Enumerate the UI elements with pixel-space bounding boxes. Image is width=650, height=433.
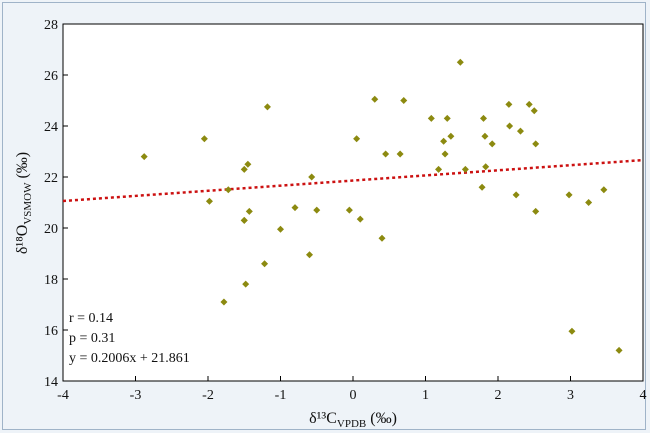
- y-tick-label: 28: [44, 18, 58, 33]
- data-point: [516, 127, 524, 135]
- x-tick-label: -4: [57, 388, 69, 403]
- y-tick-label: 26: [44, 69, 58, 84]
- data-point: [585, 199, 593, 206]
- data-point: [482, 163, 490, 171]
- x-tick-label: 2: [495, 388, 502, 403]
- data-point: [261, 260, 269, 268]
- data-point: [224, 186, 232, 194]
- scatter-chart: -4 -3 -2 -1 0 1 2 3 4 14 16 18 20 22 24 26 28 r = 0.14 p…: [14, 18, 647, 430]
- plot-area: [62, 23, 644, 382]
- data-point: [441, 150, 449, 158]
- x-axis-title-unit: (‰): [370, 410, 397, 427]
- data-point: [382, 150, 390, 158]
- data-point: [200, 135, 208, 143]
- stat-equation: y = 0.2006x + 21.861: [69, 351, 190, 366]
- data-point: [435, 165, 443, 173]
- data-point: [400, 97, 408, 104]
- data-point: [456, 58, 464, 66]
- x-axis-title-main: δ¹³C: [309, 410, 337, 427]
- data-point: [308, 173, 316, 181]
- data-points: [140, 58, 623, 354]
- x-tick-label: 3: [567, 388, 574, 403]
- data-point: [313, 206, 321, 214]
- data-point: [525, 100, 533, 108]
- x-tick-label: 0: [350, 388, 357, 403]
- data-point: [245, 207, 253, 215]
- y-tick-label: 22: [44, 171, 58, 186]
- data-point: [615, 346, 623, 354]
- x-tick-label: -1: [275, 388, 287, 403]
- data-point: [371, 95, 379, 103]
- data-point: [512, 191, 520, 199]
- data-point: [568, 327, 576, 335]
- data-point: [532, 207, 540, 215]
- axis-ticks: -4 -3 -2 -1 0 1 2 3 4 14 16 18 20 22 24 26 28: [44, 18, 647, 403]
- data-point: [242, 280, 250, 288]
- data-point: [244, 160, 252, 168]
- y-tick-label: 20: [44, 222, 58, 237]
- y-axis-title-unit: (‰): [14, 152, 31, 179]
- data-point: [277, 225, 284, 233]
- data-point: [505, 100, 513, 108]
- data-point: [488, 140, 496, 148]
- data-point: [378, 234, 386, 242]
- data-point: [240, 165, 248, 173]
- data-point: [440, 137, 448, 145]
- x-axis-title: δ¹³CVPDB (‰): [309, 410, 397, 430]
- x-axis-title-sub: VPDB: [337, 418, 366, 430]
- data-point: [205, 197, 213, 205]
- data-point: [291, 204, 299, 212]
- y-axis-title-sub: VSMOW: [22, 182, 34, 225]
- data-point: [306, 251, 313, 259]
- y-tick-label: 18: [44, 273, 58, 288]
- data-point: [530, 107, 538, 115]
- data-point: [565, 191, 573, 199]
- data-point: [443, 114, 451, 122]
- stat-p: p = 0.31: [69, 331, 115, 346]
- data-point: [532, 140, 540, 148]
- data-point: [481, 132, 489, 140]
- data-point: [396, 150, 404, 158]
- data-point: [263, 103, 271, 111]
- y-axis-title-main: δ¹⁸O: [14, 225, 31, 254]
- data-point: [220, 298, 228, 306]
- y-tick-label: 16: [44, 324, 58, 339]
- data-point: [356, 215, 364, 223]
- data-point: [600, 186, 608, 194]
- data-point: [461, 165, 469, 173]
- data-point: [478, 183, 486, 191]
- data-point: [447, 132, 455, 140]
- data-point: [427, 114, 435, 122]
- x-tick-label: 1: [422, 388, 429, 403]
- y-axis-title: δ¹⁸OVSMOW (‰): [14, 152, 34, 254]
- data-point: [506, 122, 514, 130]
- y-tick-label: 14: [44, 375, 58, 390]
- data-point: [345, 206, 353, 214]
- x-tick-label: -3: [130, 388, 142, 403]
- data-point: [140, 153, 148, 161]
- data-point: [480, 114, 487, 122]
- data-point: [353, 135, 361, 143]
- x-tick-label: -2: [202, 388, 214, 403]
- trend-line: [62, 158, 644, 203]
- y-tick-label: 24: [44, 120, 58, 135]
- stat-r: r = 0.14: [69, 311, 113, 326]
- data-point: [240, 216, 248, 224]
- x-tick-label: 4: [640, 388, 647, 403]
